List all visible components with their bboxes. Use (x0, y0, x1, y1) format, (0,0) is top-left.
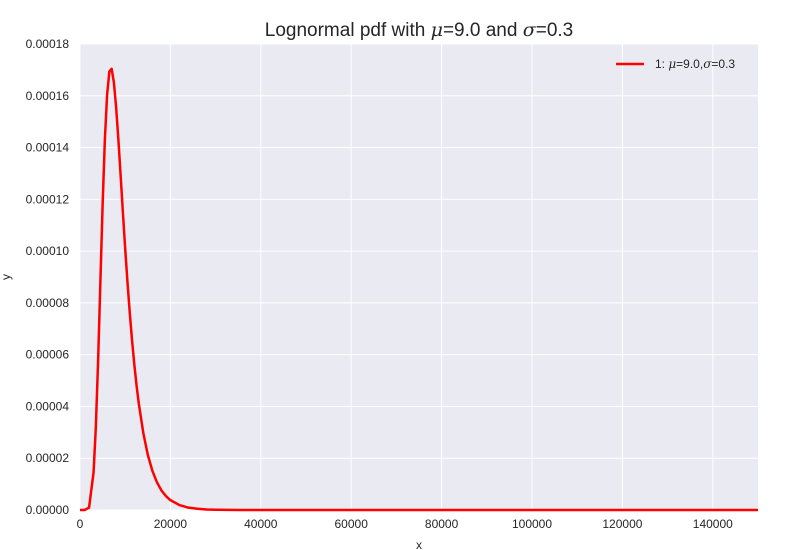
y-axis-ticks: 0.00000 0.00002 0.00004 0.00006 0.00008 0.000… (26, 37, 70, 517)
y-tick-label: 0.00012 (26, 192, 70, 206)
y-tick-label: 0.00004 (26, 399, 70, 413)
legend: 1: μ=9.0,σ=0.3 (616, 57, 735, 71)
y-tick-label: 0.00000 (26, 503, 70, 517)
x-tick-label: 60000 (335, 517, 369, 531)
x-tick-label: 120000 (602, 517, 642, 531)
legend-part-3: σ (703, 57, 712, 71)
series-layer (80, 67, 758, 512)
chart-title: Lognormal pdf with μ=9.0 and σ=0.3 (265, 19, 573, 41)
legend-label-series-1: 1: μ=9.0,σ=0.3 (655, 57, 735, 71)
title-part-2: =9.0 and (443, 20, 523, 41)
title-part-0: Lognormal pdf with (265, 20, 431, 41)
title-part-3: σ (523, 19, 537, 41)
y-tick-label: 0.00010 (26, 244, 70, 258)
plot-background (80, 44, 758, 510)
y-tick-label: 0.00018 (26, 37, 70, 51)
grid-lines (79, 43, 758, 511)
x-tick-label: 140000 (693, 517, 733, 531)
x-tick-label: 80000 (425, 517, 459, 531)
legend-part-1: μ (668, 57, 676, 71)
y-tick-label: 0.00016 (26, 89, 70, 103)
legend-part-2: =9.0, (676, 57, 703, 71)
y-tick-label: 0.00014 (26, 141, 70, 155)
x-tick-label: 40000 (244, 517, 278, 531)
x-tick-label: 0 (77, 517, 84, 531)
x-tick-label: 20000 (154, 517, 188, 531)
title-part-4: =0.3 (536, 20, 574, 41)
y-tick-label: 0.00002 (26, 451, 70, 465)
legend-part-4: =0.3 (711, 57, 735, 71)
y-axis-label: y (0, 274, 13, 280)
title-part-1: μ (431, 19, 443, 41)
legend-part-0: 1: (655, 57, 668, 71)
y-tick-label: 0.00006 (26, 348, 70, 362)
y-tick-label: 0.00008 (26, 296, 70, 310)
x-axis-label: x (416, 538, 422, 550)
x-axis-ticks: 0 20000 40000 60000 80000 100000 120000 140000 (77, 517, 733, 531)
series-line-1 (80, 67, 758, 512)
x-tick-label: 100000 (512, 517, 552, 531)
